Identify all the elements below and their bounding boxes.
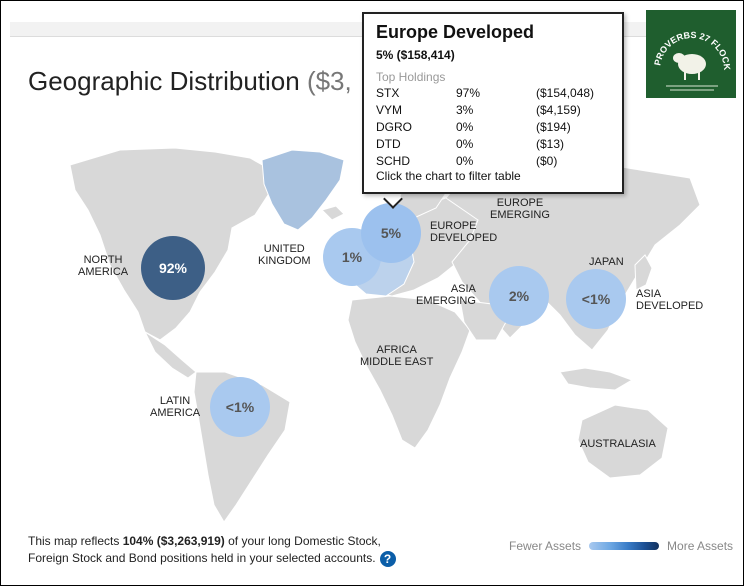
label-line: ASIA (450, 283, 476, 295)
label-asia-emerging[interactable]: ASIA EMERGING (416, 283, 476, 307)
bubble-value: 92% (158, 260, 188, 276)
label-line: LATIN (159, 395, 191, 407)
sheep-icon: PROVERBS 27 FLOCKS (646, 10, 732, 91)
land-central-america (143, 330, 197, 379)
label-line: DEVELOPED (636, 300, 704, 312)
tooltip-heading: Top Holdings (376, 70, 446, 84)
land-australia (577, 404, 669, 479)
legend-fewer-label: Fewer Assets (509, 539, 582, 553)
table-row: DTD 0% ($13) (376, 135, 594, 152)
bubble-asia-emerging[interactable]: 2% (489, 266, 549, 326)
footnote-prefix: This map reflects (28, 534, 123, 548)
label-europe-emerging[interactable]: EUROPE EMERGING (490, 197, 550, 221)
label-line: AFRICA (376, 344, 417, 356)
help-icon[interactable]: ? (379, 550, 396, 567)
label-line: DEVELOPED (430, 232, 498, 244)
bubble-value: <1% (225, 399, 255, 415)
label-united-kingdom[interactable]: UNITED KINGDOM (258, 243, 311, 267)
title-text: Geographic Distribution (28, 66, 300, 96)
label-line: NORTH (83, 254, 123, 266)
land-iceland (321, 205, 345, 221)
holding-value: ($13) (536, 136, 565, 151)
label-line: EMERGING (490, 209, 550, 221)
land-indonesia (559, 367, 634, 391)
label-africa-middle-east[interactable]: AFRICA MIDDLE EAST (360, 344, 433, 368)
holding-pct: 0% (456, 119, 474, 134)
legend-gradient-bar (589, 542, 660, 550)
label-line: KINGDOM (258, 255, 311, 267)
label-north-america[interactable]: NORTH AMERICA (78, 254, 128, 278)
label-europe-developed[interactable]: EUROPE DEVELOPED (430, 220, 497, 244)
holding-pct: 3% (456, 102, 474, 117)
tooltip-footer: Click the chart to filter table (376, 169, 521, 183)
holding-symbol: DTD (376, 136, 401, 151)
holding-value: ($194) (536, 119, 571, 134)
holding-pct: 97% (456, 85, 481, 100)
holding-pct: 0% (456, 136, 474, 151)
footnote-suffix: of your long Domestic Stock, (224, 534, 381, 548)
region-tooltip: Europe Developed 5% ($158,414) Top Holdi… (362, 12, 624, 194)
label-line: EUROPE (496, 197, 544, 209)
title-amount: ($3, (306, 66, 352, 96)
label-line: EMERGING (416, 295, 476, 307)
map-footnote: This map reflects 104% ($3,263,919) of y… (28, 533, 396, 567)
table-row: VYM 3% ($4,159) (376, 101, 594, 118)
bubble-latin-america[interactable]: <1% (210, 377, 270, 437)
table-row: DGRO 0% ($194) (376, 118, 594, 135)
table-row: STX 97% ($154,048) (376, 84, 594, 101)
label-latin-america[interactable]: LATIN AMERICA (150, 395, 200, 419)
bubble-europe-developed[interactable]: 5% (361, 203, 421, 263)
holding-value: ($4,159) (536, 102, 581, 117)
holding-pct: 0% (456, 153, 474, 168)
label-line: AMERICA (150, 407, 201, 419)
bubble-north-america[interactable]: 92% (141, 236, 205, 300)
land-africa (347, 295, 471, 449)
page-title: Geographic Distribution ($3, (28, 66, 352, 97)
bubble-value: <1% (581, 291, 611, 307)
bubble-value: 2% (508, 288, 530, 304)
footnote-line2-text: Foreign Stock and Bond positions held in… (28, 551, 376, 565)
label-line: MIDDLE EAST (360, 356, 434, 368)
label-line: JAPAN (589, 256, 624, 268)
label-line: EUROPE (430, 220, 477, 232)
holdings-table: STX 97% ($154,048) VYM 3% ($4,159) DGRO … (376, 84, 594, 169)
asset-legend: Fewer Assets More Assets (509, 539, 733, 553)
holding-value: ($154,048) (536, 85, 595, 100)
holding-symbol: VYM (376, 102, 403, 117)
label-asia-developed[interactable]: ASIA DEVELOPED (636, 288, 703, 312)
land-greenland (261, 149, 345, 231)
bubble-value: 1% (341, 249, 363, 265)
holding-symbol: SCHD (376, 153, 411, 168)
footnote-line2: Foreign Stock and Bond positions held in… (28, 550, 396, 567)
holding-symbol: STX (376, 85, 400, 100)
footnote-line1: This map reflects 104% ($3,263,919) of y… (28, 533, 396, 550)
tooltip-subtitle: 5% ($158,414) (376, 48, 455, 62)
label-line: ASIA (636, 288, 662, 300)
footnote-bold: 104% ($3,263,919) (122, 534, 225, 548)
legend-more-label: More Assets (667, 539, 734, 553)
table-row: SCHD 0% ($0) (376, 152, 594, 169)
label-line: AMERICA (78, 266, 129, 278)
label-line: UNITED (263, 243, 305, 255)
label-line: AUSTRALASIA (580, 438, 656, 450)
proverbs-27-flocks-logo: PROVERBS 27 FLOCKS (646, 10, 736, 98)
land-japan (634, 254, 653, 291)
holding-symbol: DGRO (376, 119, 412, 134)
bubble-asia-developed[interactable]: <1% (566, 269, 626, 329)
bubble-value: 5% (380, 225, 402, 241)
label-australasia[interactable]: AUSTRALASIA (580, 438, 656, 450)
label-japan[interactable]: JAPAN (589, 256, 624, 268)
tooltip-title: Europe Developed (376, 22, 535, 42)
holding-value: ($0) (536, 153, 558, 168)
